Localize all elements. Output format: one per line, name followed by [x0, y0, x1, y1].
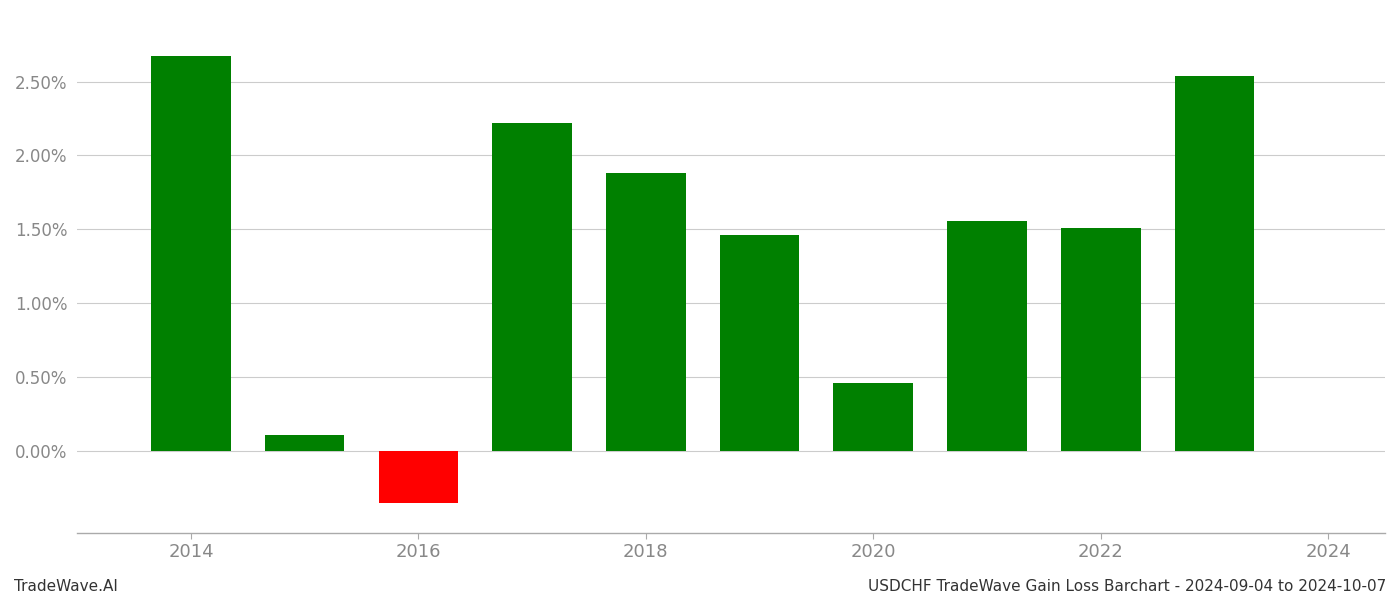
Bar	[948, 221, 1026, 451]
Bar	[833, 383, 913, 451]
Bar	[1175, 76, 1254, 451]
Bar	[1061, 228, 1141, 451]
Bar	[265, 435, 344, 451]
Bar	[378, 451, 458, 503]
Bar	[606, 173, 686, 451]
Bar	[151, 56, 231, 451]
Bar	[493, 123, 573, 451]
Text: USDCHF TradeWave Gain Loss Barchart - 2024-09-04 to 2024-10-07: USDCHF TradeWave Gain Loss Barchart - 20…	[868, 579, 1386, 594]
Bar	[720, 235, 799, 451]
Text: TradeWave.AI: TradeWave.AI	[14, 579, 118, 594]
